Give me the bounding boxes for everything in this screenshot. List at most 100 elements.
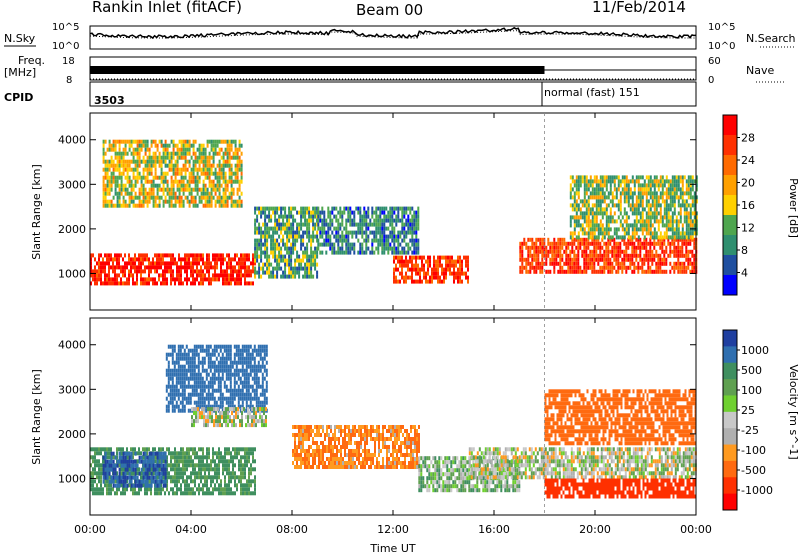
data-cell — [304, 210, 307, 215]
data-cell — [140, 147, 143, 152]
data-cell — [106, 467, 109, 472]
data-cell — [94, 491, 96, 496]
data-cell — [647, 179, 650, 184]
data-cell — [659, 241, 662, 246]
data-cell — [531, 253, 534, 258]
data-cell — [120, 491, 122, 496]
colorbar-swatch — [723, 255, 737, 276]
data-cell — [220, 483, 222, 488]
data-cell — [116, 195, 119, 200]
data-cell — [224, 179, 227, 184]
data-cell — [587, 257, 590, 262]
data-cell — [144, 475, 147, 480]
data-cell — [286, 258, 289, 263]
data-cell — [136, 163, 139, 168]
data-cell — [575, 179, 578, 184]
data-cell — [230, 203, 233, 208]
data-cell — [683, 211, 686, 216]
data-cell — [687, 175, 690, 180]
data-cell — [387, 214, 390, 219]
data-cell — [689, 261, 692, 266]
data-cell — [587, 231, 590, 236]
data-cell — [220, 195, 223, 200]
data-cell — [96, 261, 98, 266]
data-cell — [294, 258, 297, 263]
data-cell — [116, 179, 119, 184]
data-cell — [535, 245, 538, 250]
data-cell — [294, 238, 297, 243]
data-cell — [290, 206, 293, 211]
data-cell — [98, 491, 100, 496]
data-cell — [643, 237, 646, 242]
data-cell — [104, 175, 107, 180]
data-cell — [178, 183, 181, 188]
data-cell — [136, 167, 139, 172]
data-cell — [246, 459, 248, 464]
data-cell — [134, 479, 137, 484]
data-cell — [162, 155, 165, 160]
data-cell — [234, 491, 236, 496]
data-cell — [98, 467, 100, 472]
data-cell — [260, 214, 263, 219]
data-cell — [657, 257, 660, 262]
data-cell — [679, 219, 682, 224]
data-cell — [627, 183, 630, 188]
data-cell — [216, 257, 218, 262]
data-cell — [130, 447, 132, 452]
data-cell — [170, 455, 172, 460]
data-cell — [216, 151, 219, 156]
data-cell — [633, 265, 636, 270]
data-cell — [288, 254, 291, 259]
data-cell — [184, 491, 186, 496]
data-cell — [327, 230, 330, 235]
data-cell — [395, 250, 398, 255]
data-cell — [128, 183, 131, 188]
data-cell — [393, 206, 396, 211]
data-cell — [194, 491, 196, 496]
data-cell — [174, 475, 176, 480]
data-cell — [240, 175, 243, 180]
data-cell — [246, 281, 248, 286]
data-cell — [661, 249, 664, 254]
data-cell — [459, 271, 461, 276]
data-cell — [581, 203, 584, 208]
data-cell — [605, 183, 608, 188]
data-cell — [349, 242, 352, 247]
data-cell — [102, 261, 104, 266]
data-cell — [98, 257, 100, 262]
data-cell — [415, 218, 418, 223]
data-cell — [254, 487, 256, 492]
data-cell — [262, 270, 265, 275]
data-cell — [180, 269, 182, 274]
data-cell — [349, 230, 352, 235]
data-cell — [319, 210, 322, 215]
data-cell — [188, 459, 190, 464]
data-cell — [407, 226, 410, 231]
data-cell — [665, 199, 668, 204]
data-cell — [134, 147, 137, 152]
data-cell — [172, 455, 174, 460]
data-cell — [150, 483, 153, 488]
data-cell — [106, 203, 109, 208]
data-cell — [184, 471, 186, 476]
data-cell — [226, 151, 229, 156]
data-cell — [537, 253, 540, 258]
data-cell — [399, 271, 401, 276]
data-cell — [216, 175, 219, 180]
data-cell — [667, 183, 670, 188]
data-cell — [661, 235, 664, 240]
data-cell — [180, 143, 183, 148]
data-cell — [194, 475, 196, 480]
data-cell — [169, 400, 172, 405]
data-cell — [595, 191, 598, 196]
data-cell — [673, 187, 676, 192]
data-cell — [298, 210, 301, 215]
data-cell — [165, 384, 168, 389]
data-cell — [278, 250, 281, 255]
data-cell — [112, 147, 115, 152]
data-cell — [166, 183, 169, 188]
data-cell — [609, 219, 612, 224]
data-cell — [463, 271, 465, 276]
data-cell — [296, 254, 299, 259]
data-cell — [128, 467, 130, 472]
